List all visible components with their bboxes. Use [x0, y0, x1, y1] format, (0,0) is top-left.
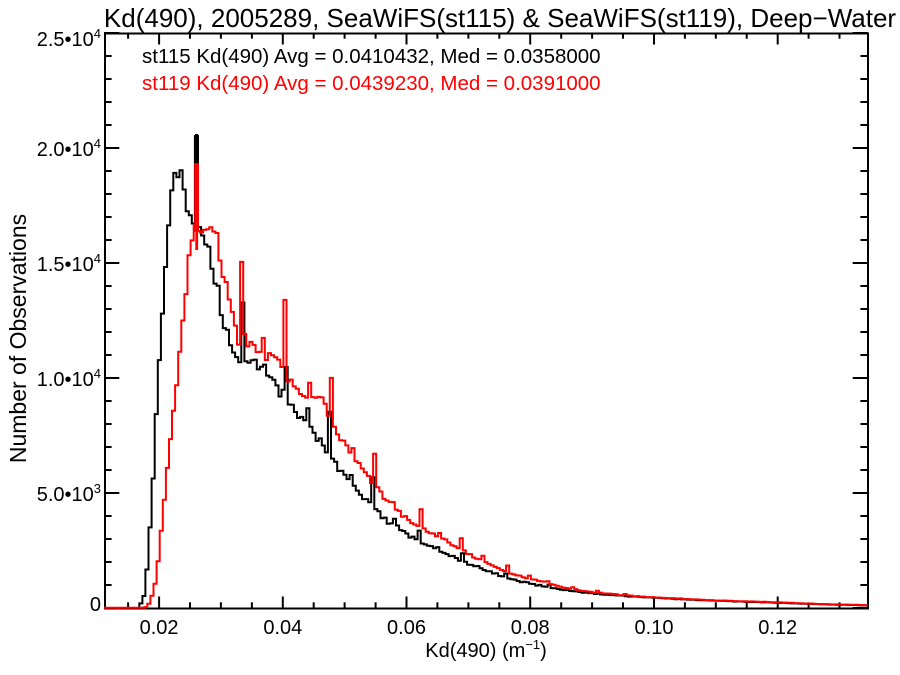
svg-text:Kd(490), 2005289, SeaWiFS(st11: Kd(490), 2005289, SeaWiFS(st115) & SeaWi…: [104, 3, 896, 33]
svg-text:Number of Observations: Number of Observations: [5, 214, 31, 463]
svg-text:2.5•104: 2.5•104: [37, 26, 101, 51]
svg-text:0.06: 0.06: [387, 617, 426, 639]
svg-text:1.5•104: 1.5•104: [37, 251, 101, 276]
svg-text:st119 Kd(490) Avg = 0.0439230,: st119 Kd(490) Avg = 0.0439230, Med = 0.0…: [142, 72, 601, 95]
svg-text:5.0•103: 5.0•103: [37, 481, 101, 506]
svg-text:0.04: 0.04: [263, 617, 302, 639]
svg-text:2.0•104: 2.0•104: [37, 136, 101, 161]
svg-text:0: 0: [90, 594, 101, 616]
svg-text:0.08: 0.08: [511, 617, 550, 639]
svg-text:st115 Kd(490) Avg = 0.0410432,: st115 Kd(490) Avg = 0.0410432, Med = 0.0…: [142, 45, 601, 68]
svg-text:0.02: 0.02: [140, 617, 179, 639]
svg-text:0.12: 0.12: [758, 617, 797, 639]
svg-text:0.10: 0.10: [635, 617, 674, 639]
svg-text:1.0•104: 1.0•104: [37, 366, 101, 391]
